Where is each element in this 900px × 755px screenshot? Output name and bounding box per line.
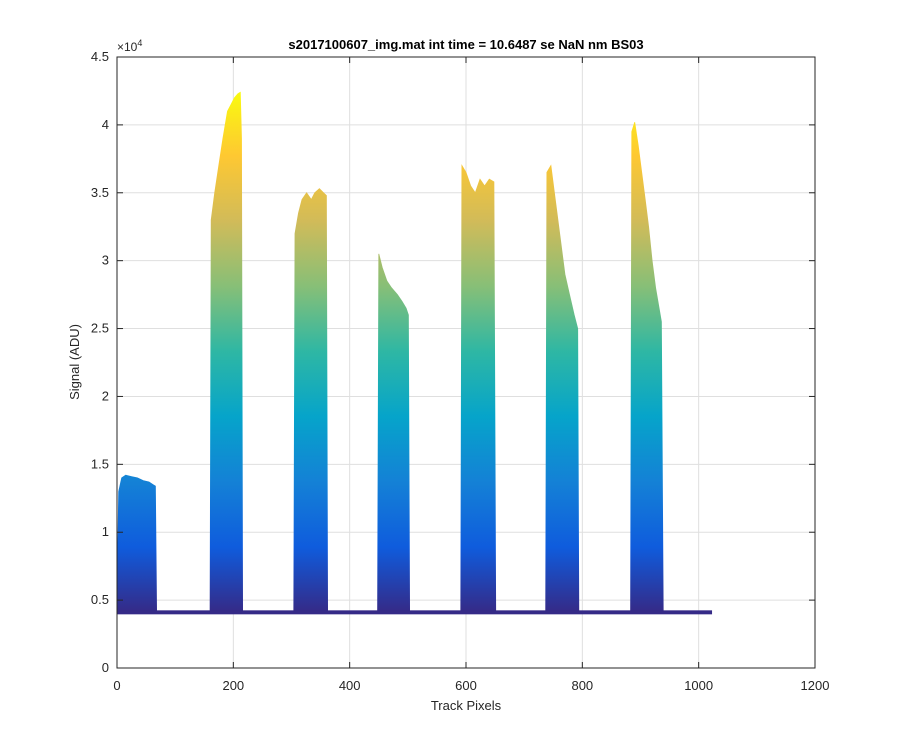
- baseline: [117, 610, 713, 615]
- y-tick-label: 3.5: [91, 185, 109, 200]
- chart-title: s2017100607_img.mat int time = 10.6487 s…: [288, 37, 643, 52]
- y-axis: 0 0.5 1 1.5 2 2.5 3 3.5 4 4.5: [91, 49, 815, 675]
- x-axis: 0 200 400 600 800 1000 1200: [113, 57, 829, 693]
- x-tick-label: 0: [113, 678, 120, 693]
- x-tick-label: 800: [571, 678, 593, 693]
- y-axis-label: Signal (ADU): [67, 324, 82, 400]
- y-tick-label: 0.5: [91, 592, 109, 607]
- signal-peak: [630, 122, 664, 613]
- y-tick-label: 0: [102, 660, 109, 675]
- y-exponent-label: ×104: [117, 38, 142, 54]
- signal-peak: [545, 164, 580, 613]
- x-tick-label: 1200: [801, 678, 830, 693]
- x-tick-label: 400: [339, 678, 361, 693]
- x-tick-label: 200: [222, 678, 244, 693]
- y-tick-label: 2: [102, 388, 109, 403]
- signal-peak: [293, 188, 328, 613]
- y-tick-label: 1.5: [91, 456, 109, 471]
- signal-peak: [209, 91, 243, 613]
- y-exponent-power: 4: [137, 38, 142, 48]
- signal-peak: [117, 474, 157, 613]
- y-tick-label: 3: [102, 253, 109, 268]
- signal-peak: [377, 253, 410, 613]
- y-tick-label: 2.5: [91, 321, 109, 336]
- baseline-band: [117, 610, 713, 615]
- signal-peak: [460, 164, 497, 613]
- y-exponent-base: ×10: [117, 40, 138, 54]
- y-tick-label: 1: [102, 524, 109, 539]
- signal-areas: [117, 91, 664, 613]
- x-axis-label: Track Pixels: [431, 698, 502, 713]
- y-tick-label: 4: [102, 117, 109, 132]
- y-tick-label: 4.5: [91, 49, 109, 64]
- x-tick-label: 600: [455, 678, 477, 693]
- x-tick-label: 1000: [684, 678, 713, 693]
